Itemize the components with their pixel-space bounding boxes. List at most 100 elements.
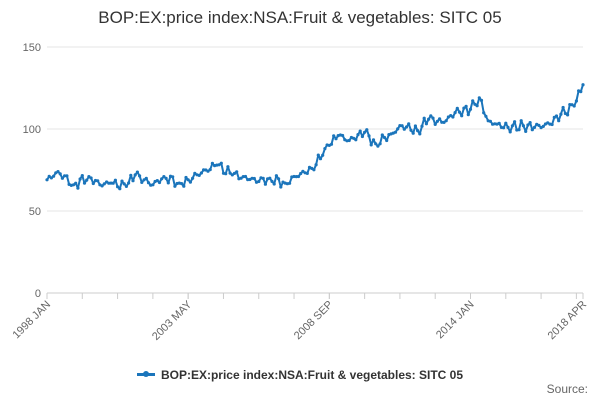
- data-point[interactable]: [316, 153, 320, 157]
- data-point[interactable]: [517, 128, 521, 132]
- data-point[interactable]: [475, 104, 479, 108]
- data-point[interactable]: [56, 170, 60, 174]
- data-point[interactable]: [232, 171, 237, 175]
- data-point[interactable]: [371, 138, 376, 142]
- data-point[interactable]: [166, 181, 170, 185]
- data-point[interactable]: [71, 183, 76, 187]
- data-point[interactable]: [347, 138, 351, 143]
- data-point[interactable]: [508, 130, 512, 134]
- data-point[interactable]: [239, 176, 243, 180]
- data-point[interactable]: [367, 134, 371, 138]
- data-point[interactable]: [354, 138, 358, 142]
- data-point[interactable]: [191, 176, 195, 180]
- data-point[interactable]: [131, 179, 135, 183]
- data-point[interactable]: [521, 124, 526, 128]
- data-point[interactable]: [566, 113, 570, 117]
- data-point[interactable]: [378, 142, 382, 146]
- data-point[interactable]: [502, 126, 506, 130]
- data-point[interactable]: [171, 175, 175, 179]
- data-point[interactable]: [559, 112, 563, 116]
- data-point[interactable]: [252, 176, 256, 181]
- data-point[interactable]: [226, 165, 230, 169]
- data-point[interactable]: [444, 119, 448, 123]
- data-point[interactable]: [197, 173, 201, 177]
- data-point[interactable]: [557, 119, 561, 123]
- data-point[interactable]: [385, 138, 389, 143]
- data-point[interactable]: [272, 182, 276, 186]
- data-point[interactable]: [111, 181, 115, 185]
- data-point[interactable]: [78, 177, 82, 181]
- data-point[interactable]: [464, 104, 468, 108]
- data-point[interactable]: [257, 179, 261, 184]
- data-point[interactable]: [411, 131, 415, 135]
- data-point[interactable]: [217, 163, 221, 167]
- data-point[interactable]: [235, 170, 239, 174]
- data-point[interactable]: [122, 182, 126, 186]
- data-point[interactable]: [89, 176, 93, 180]
- data-point[interactable]: [376, 144, 380, 148]
- data-point[interactable]: [184, 175, 188, 180]
- data-point[interactable]: [382, 135, 387, 140]
- data-point[interactable]: [532, 125, 537, 129]
- data-point[interactable]: [550, 122, 554, 127]
- data-point[interactable]: [510, 124, 514, 128]
- data-point[interactable]: [374, 142, 378, 146]
- data-point[interactable]: [477, 96, 481, 100]
- data-point[interactable]: [442, 120, 446, 124]
- data-point[interactable]: [468, 107, 473, 111]
- data-point[interactable]: [427, 117, 431, 121]
- data-point[interactable]: [296, 174, 301, 179]
- data-point[interactable]: [360, 134, 364, 139]
- data-point[interactable]: [120, 179, 124, 183]
- data-point[interactable]: [85, 178, 89, 182]
- data-point[interactable]: [160, 177, 164, 181]
- data-point[interactable]: [49, 176, 54, 180]
- data-point[interactable]: [424, 122, 428, 126]
- data-point[interactable]: [45, 178, 49, 182]
- data-point[interactable]: [208, 168, 212, 172]
- data-point[interactable]: [261, 176, 265, 180]
- data-point[interactable]: [146, 181, 151, 185]
- data-point[interactable]: [407, 122, 411, 126]
- data-point[interactable]: [314, 163, 318, 167]
- data-point[interactable]: [116, 185, 120, 189]
- data-point[interactable]: [537, 123, 541, 127]
- data-point[interactable]: [140, 180, 144, 184]
- data-point[interactable]: [263, 182, 267, 186]
- data-point[interactable]: [243, 174, 248, 179]
- data-point[interactable]: [52, 174, 56, 178]
- data-point[interactable]: [133, 173, 137, 177]
- data-point[interactable]: [299, 171, 303, 176]
- data-point[interactable]: [144, 176, 148, 180]
- data-point[interactable]: [157, 180, 162, 185]
- data-point[interactable]: [471, 99, 475, 103]
- data-point[interactable]: [484, 114, 488, 118]
- data-point[interactable]: [524, 129, 528, 133]
- data-point[interactable]: [113, 178, 117, 182]
- data-point[interactable]: [393, 130, 398, 134]
- data-point[interactable]: [65, 174, 69, 178]
- data-point[interactable]: [224, 172, 228, 176]
- data-point[interactable]: [155, 179, 159, 183]
- data-point[interactable]: [206, 169, 210, 173]
- data-point[interactable]: [453, 111, 457, 115]
- data-point[interactable]: [129, 173, 133, 177]
- data-point[interactable]: [124, 184, 128, 188]
- data-point[interactable]: [482, 111, 486, 115]
- data-point[interactable]: [323, 147, 327, 151]
- data-point[interactable]: [127, 181, 131, 185]
- data-point[interactable]: [318, 157, 323, 161]
- data-point[interactable]: [180, 182, 184, 186]
- data-point[interactable]: [312, 168, 316, 172]
- data-point[interactable]: [279, 185, 283, 189]
- data-point[interactable]: [435, 119, 439, 123]
- data-point[interactable]: [341, 133, 345, 138]
- data-point[interactable]: [541, 124, 545, 128]
- data-point[interactable]: [199, 171, 203, 175]
- data-point[interactable]: [519, 119, 523, 123]
- data-point[interactable]: [321, 153, 325, 157]
- data-point[interactable]: [530, 128, 534, 132]
- data-point[interactable]: [268, 176, 272, 180]
- data-point[interactable]: [579, 90, 583, 94]
- data-point[interactable]: [329, 142, 334, 146]
